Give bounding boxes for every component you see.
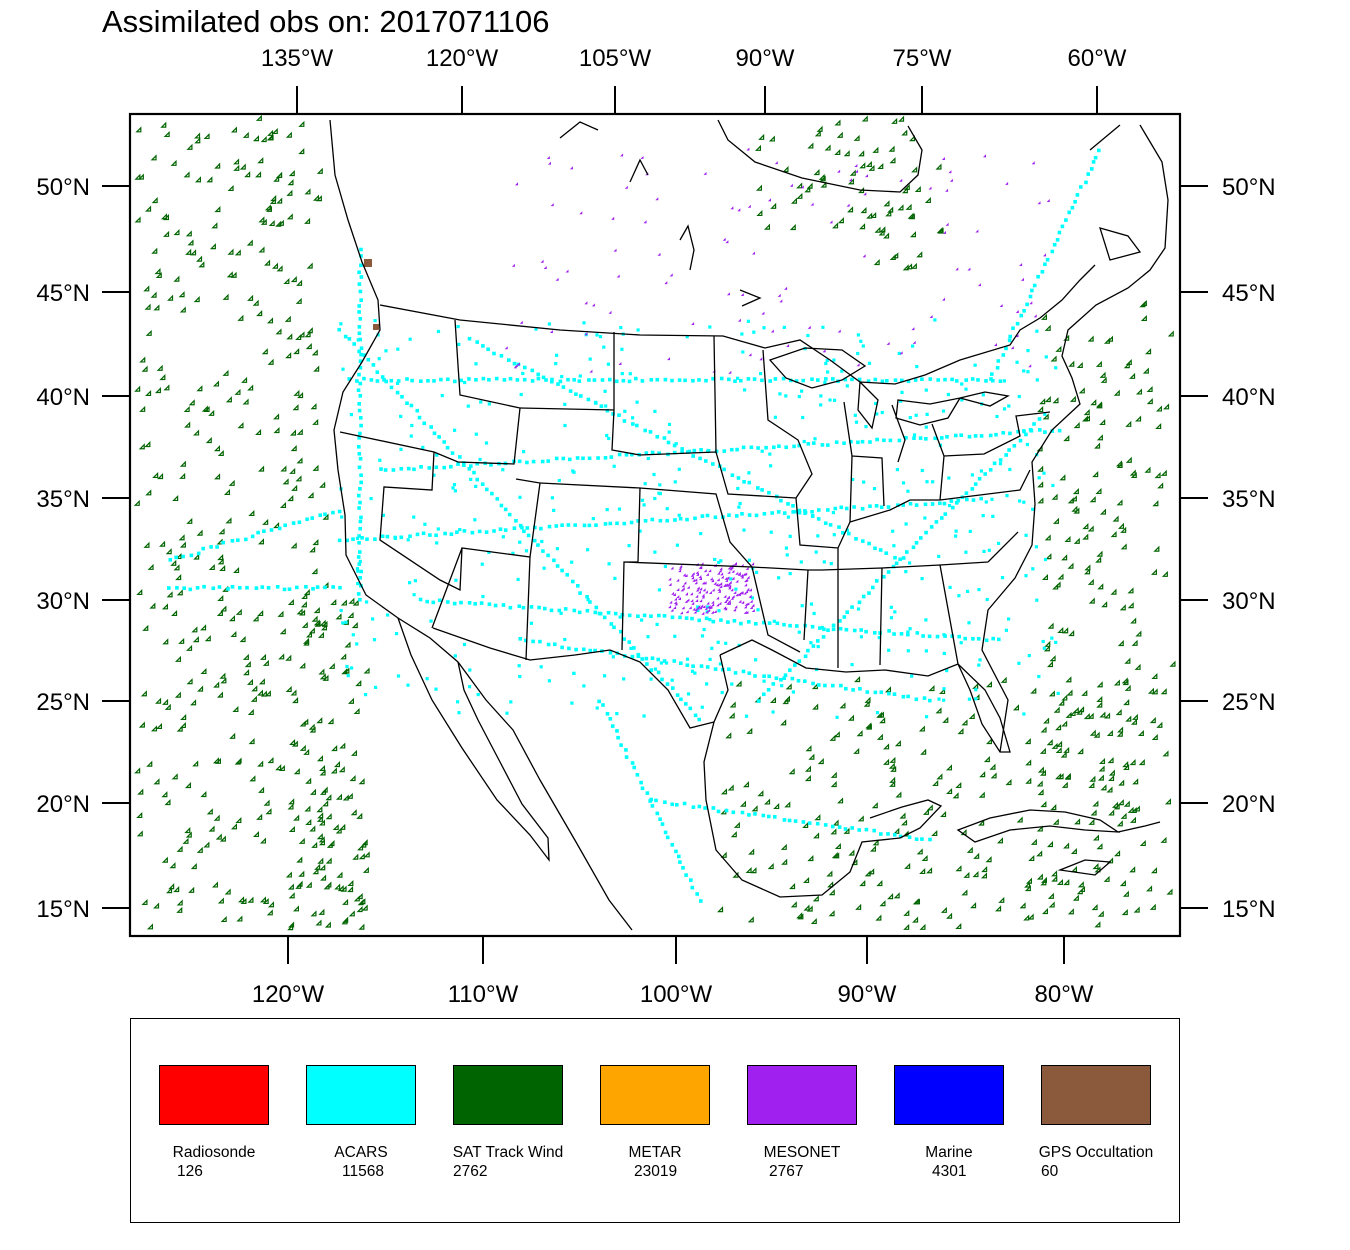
bottom-lon-label: 90°W — [838, 981, 897, 1008]
top-lon-label: 135°W — [261, 45, 334, 72]
bottom-lon-label: 120°W — [252, 981, 325, 1008]
gulf-coastline — [703, 654, 943, 898]
legend-label: ACARS — [334, 1144, 388, 1161]
bottom-lon-label: 110°W — [448, 981, 519, 1008]
left-lat-label: 15°N — [36, 896, 90, 923]
legend-count: 4301 — [932, 1163, 967, 1180]
observation-map: 135°W 120°W 105°W 90°W 75°W 60°W 120°W 110°W 100… — [36, 0, 1276, 1008]
legend-label: MESONET — [763, 1144, 841, 1161]
top-lon-label: 75°W — [893, 45, 952, 72]
legend-item: SAT Track Wind 2762 — [453, 1019, 573, 1224]
right-lat-label: 45°N — [1222, 280, 1276, 307]
left-lat-label: 30°N — [36, 588, 90, 615]
right-lat-label: 15°N — [1222, 896, 1276, 923]
hudson-bay-shore — [717, 119, 923, 193]
legend-count: 23019 — [634, 1163, 678, 1180]
state-lines-central — [519, 332, 813, 653]
top-lon-label: 120°W — [426, 45, 499, 72]
atlantic-coastline — [981, 124, 1169, 753]
left-lat-label: 35°N — [36, 486, 90, 513]
us-mexico-border — [432, 627, 715, 729]
legend-count: 11568 — [342, 1163, 384, 1180]
top-lon-label: 90°W — [736, 45, 795, 72]
left-lat-label: 20°N — [36, 791, 90, 818]
left-lat-label: 50°N — [36, 174, 90, 201]
legend: Radiosonde 126 ACARS 11568 SAT Track Wind 276… — [130, 1018, 1180, 1223]
left-lat-label: 40°N — [36, 384, 90, 411]
observation-markers — [133, 0, 1176, 931]
right-lat-label: 25°N — [1222, 689, 1276, 716]
state-lines-west — [339, 319, 541, 661]
legend-label: GPS Occultation — [1038, 1144, 1154, 1161]
legend-label: Radiosonde — [172, 1144, 256, 1161]
legend-count: 2762 — [453, 1163, 488, 1180]
top-lon-label: 60°W — [1068, 45, 1127, 72]
map-title: Assimilated obs on: 2017071106 — [102, 4, 550, 39]
legend-swatch — [1041, 1065, 1151, 1125]
right-lat-label: 50°N — [1222, 174, 1276, 201]
us-canada-border — [379, 264, 1096, 385]
bottom-lon-label: 80°W — [1035, 981, 1094, 1008]
left-lat-label: 45°N — [36, 280, 90, 307]
right-lat-label: 35°N — [1222, 486, 1276, 513]
legend-swatch — [600, 1065, 710, 1125]
geographic-boundaries — [329, 119, 1169, 931]
map-frame — [128, 112, 1182, 938]
legend-item: Radiosonde 126 — [159, 1019, 279, 1224]
legend-item: METAR 23019 — [600, 1019, 720, 1224]
legend-count: 2767 — [769, 1163, 804, 1180]
legend-swatch — [894, 1065, 1004, 1125]
baja-peninsula — [397, 617, 550, 863]
legend-count: 60 — [1041, 1163, 1059, 1180]
legend-item: Marine 4301 — [894, 1019, 1014, 1224]
legend-swatch — [159, 1065, 269, 1125]
legend-item: MESONET 2767 — [747, 1019, 867, 1224]
legend-label: METAR — [628, 1144, 682, 1161]
legend-swatch — [747, 1065, 857, 1125]
bottom-lon-label: 100°W — [640, 981, 713, 1008]
legend-label: SAT Track Wind — [452, 1144, 564, 1161]
legend-swatch — [453, 1065, 563, 1125]
pacific-coastline — [329, 119, 633, 931]
legend-label: Marine — [925, 1144, 973, 1161]
great-lakes — [768, 347, 1010, 463]
map-axes: 135°W 120°W 105°W 90°W 75°W 60°W 120°W 110°W 100… — [36, 45, 1275, 1008]
right-lat-label: 30°N — [1222, 588, 1276, 615]
right-lat-label: 40°N — [1222, 384, 1276, 411]
top-lon-label: 105°W — [579, 45, 652, 72]
left-lat-label: 25°N — [36, 689, 90, 716]
canadian-islands — [559, 121, 1142, 307]
legend-count: 126 — [177, 1163, 203, 1180]
caribbean-islands — [956, 809, 1161, 876]
state-lines-east — [751, 401, 1051, 668]
legend-item: ACARS 11568 — [306, 1019, 426, 1224]
legend-swatch — [306, 1065, 416, 1125]
right-lat-label: 20°N — [1222, 791, 1276, 818]
legend-item: GPS Occultation 60 — [1039, 1019, 1161, 1224]
